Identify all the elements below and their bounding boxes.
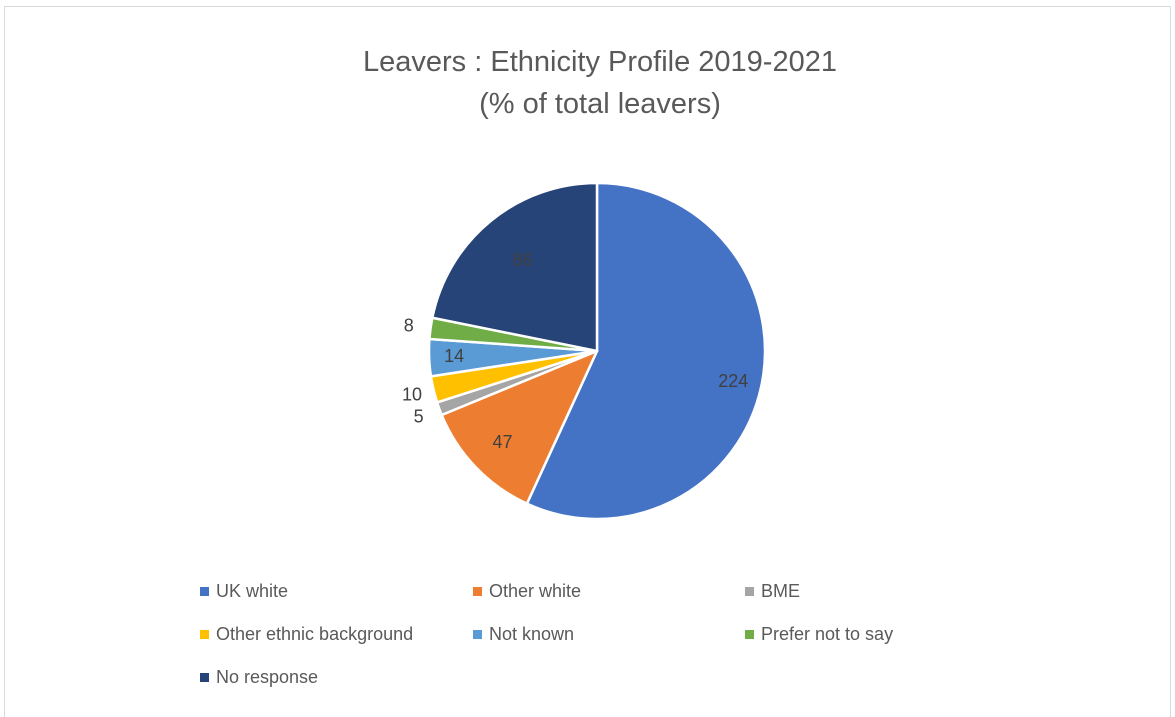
legend-swatch-icon [200,673,209,682]
legend-swatch-icon [473,630,482,639]
pie-slice-no-response [431,181,599,353]
chart-area: Leavers : Ethnicity Profile 2019-2021 (%… [4,6,1171,717]
data-label-other-ethnic-background: 10 [402,385,422,405]
legend-label: Other white [489,581,582,601]
data-label-other-white: 47 [492,432,512,452]
legend-swatch-icon [473,587,482,596]
pie-slice-other-white [440,349,599,505]
chart-title-line-1: Leavers : Ethnicity Profile 2019-2021 [363,46,837,78]
legend-swatch-icon [745,630,754,639]
legend-item-no-response: No response [200,667,318,688]
legend-label: Other ethnic background [216,624,414,644]
legend-item-other-white: Other white [473,581,581,602]
data-label-not-known: 14 [444,346,464,366]
legend-label: Not known [489,624,575,644]
legend-label: No response [216,667,319,687]
legend-label: Prefer not to say [761,624,894,644]
legend-label: BME [761,581,801,601]
legend-item-not-known: Not known [473,624,574,645]
data-label-no-response: 86 [513,250,533,270]
legend-item-uk-white: UK white [200,581,288,602]
data-label-bme: 5 [414,406,424,426]
legend-swatch-icon [200,587,209,596]
data-label-uk-white: 224 [718,371,748,391]
legend-item-other-ethnic-background: Other ethnic background [200,624,413,645]
legend-swatch-icon [200,630,209,639]
pie-slice-uk-white [525,181,767,521]
data-label-prefer-not-to-say: 8 [404,315,414,335]
legend-item-prefer-not-to-say: Prefer not to say [745,624,893,645]
legend-item-bme: BME [745,581,800,602]
chart-title-line-2: (% of total leavers) [479,88,721,120]
legend-swatch-icon [745,587,754,596]
legend-label: UK white [216,581,289,601]
chart-title: Leavers : Ethnicity Profile 2019-2021 (%… [5,41,1175,125]
